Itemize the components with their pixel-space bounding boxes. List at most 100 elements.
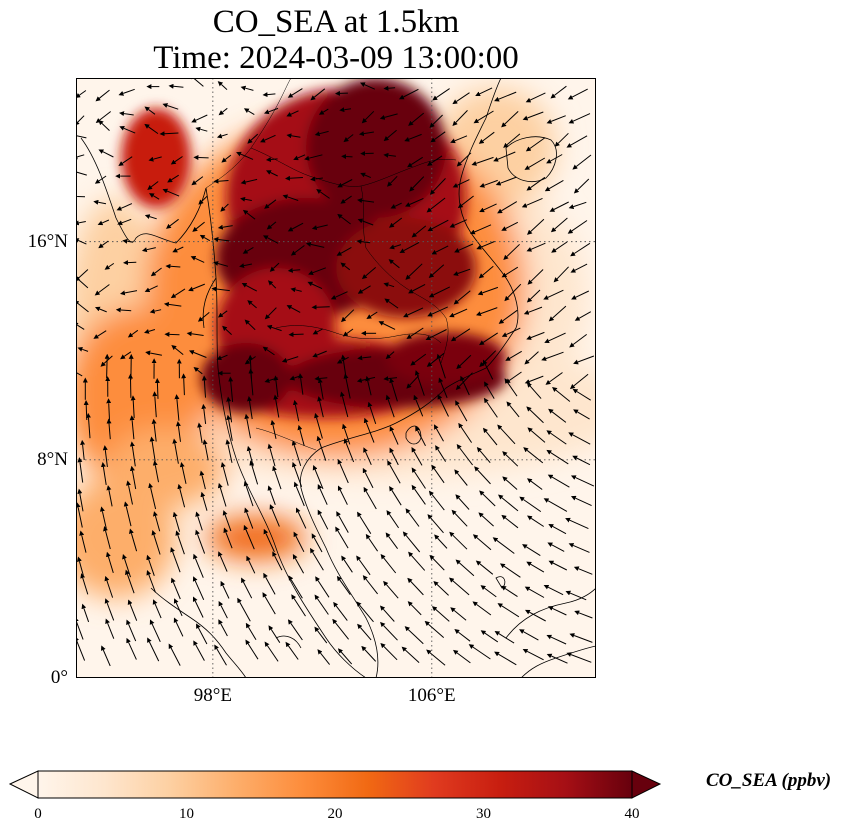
wind-arrow bbox=[80, 573, 89, 595]
wind-arrow bbox=[387, 460, 401, 484]
wind-arrow bbox=[456, 354, 472, 370]
wind-arrow bbox=[527, 427, 546, 443]
wind-arrow bbox=[293, 531, 305, 553]
wind-arrow bbox=[552, 386, 571, 402]
wind-arrow bbox=[104, 353, 110, 379]
wind-arrow bbox=[125, 569, 135, 594]
wind-arrow bbox=[389, 485, 402, 506]
wind-arrow bbox=[543, 289, 564, 300]
wind-arrow bbox=[519, 496, 542, 513]
wind-arrow bbox=[356, 555, 371, 576]
wind-arrow bbox=[415, 426, 426, 447]
wind-arrow bbox=[335, 526, 349, 549]
wind-arrow bbox=[519, 629, 539, 641]
wind-arrow bbox=[247, 133, 259, 144]
wind-arrow bbox=[290, 287, 302, 293]
wind-arrow bbox=[211, 286, 230, 292]
wind-arrow bbox=[166, 218, 179, 229]
wind-arrow bbox=[106, 398, 112, 421]
wind-arrow bbox=[498, 309, 518, 324]
wind-arrow bbox=[453, 268, 471, 276]
wind-arrow bbox=[357, 218, 374, 226]
wind-arrow bbox=[80, 439, 86, 461]
wind-arrow bbox=[471, 156, 494, 166]
wind-arrow bbox=[76, 636, 86, 661]
wind-arrow bbox=[218, 107, 228, 116]
wind-arrow bbox=[569, 373, 589, 390]
wind-arrow bbox=[264, 107, 279, 115]
wind-arrow bbox=[449, 531, 468, 550]
wind-arrow bbox=[526, 242, 546, 252]
wind-arrow bbox=[291, 594, 306, 617]
wind-arrow bbox=[549, 201, 569, 212]
wind-arrow bbox=[526, 478, 543, 490]
wind-arrow bbox=[163, 301, 182, 307]
wind-arrow bbox=[479, 490, 496, 507]
wind-arrow bbox=[367, 401, 377, 425]
wind-arrow bbox=[86, 412, 91, 439]
wind-arrow bbox=[389, 217, 403, 228]
wind-arrow bbox=[266, 221, 277, 230]
wind-arrow bbox=[247, 300, 257, 309]
wind-arrow bbox=[357, 285, 371, 294]
wind-arrow bbox=[149, 436, 156, 462]
wind-arrow bbox=[546, 634, 567, 645]
wind-arrow bbox=[272, 551, 283, 571]
wind-arrow bbox=[285, 641, 299, 660]
wind-arrow bbox=[521, 197, 543, 208]
wind-arrow bbox=[336, 511, 349, 533]
wind-arrow bbox=[168, 643, 181, 666]
wind-arrow bbox=[433, 424, 444, 442]
wind-arrow bbox=[192, 576, 205, 601]
wind-arrow bbox=[216, 133, 228, 139]
wind-arrow bbox=[76, 269, 89, 282]
wind-arrow bbox=[145, 350, 162, 356]
latitude-tick-label: 8°N bbox=[37, 448, 68, 470]
wind-arrow bbox=[186, 331, 204, 337]
wind-arrow bbox=[385, 351, 395, 360]
wind-arrow bbox=[127, 599, 138, 621]
wind-arrow bbox=[340, 262, 351, 271]
wind-arrow bbox=[567, 220, 588, 234]
wind-arrow bbox=[361, 110, 375, 124]
wind-arrow bbox=[225, 439, 233, 463]
wind-arrow bbox=[270, 419, 277, 439]
wind-arrow bbox=[310, 88, 326, 101]
wind-arrow bbox=[332, 618, 349, 640]
wind-arrow bbox=[173, 598, 183, 617]
wind-arrow bbox=[218, 619, 228, 637]
wind-arrow bbox=[162, 188, 180, 197]
wind-arrow bbox=[568, 432, 591, 445]
wind-arrow bbox=[243, 480, 254, 507]
wind-arrow bbox=[343, 373, 351, 399]
wind-arrow bbox=[570, 263, 588, 273]
wind-arrow bbox=[526, 176, 546, 191]
wind-arrow bbox=[120, 351, 132, 360]
wind-arrow bbox=[342, 328, 354, 337]
wind-arrow bbox=[243, 524, 255, 550]
wind-arrow bbox=[566, 652, 592, 663]
wind-arrow bbox=[411, 467, 426, 489]
wind-arrow bbox=[127, 329, 139, 338]
colorbar bbox=[8, 770, 662, 799]
wind-arrow bbox=[482, 359, 494, 380]
wind-arrow bbox=[408, 551, 426, 571]
wind-arrow bbox=[170, 288, 186, 299]
wind-arrow bbox=[316, 435, 327, 461]
wind-arrow bbox=[286, 305, 301, 313]
wind-arrow bbox=[408, 112, 425, 126]
wind-arrow bbox=[310, 547, 324, 571]
wind-arrow bbox=[77, 457, 84, 483]
wind-arrow bbox=[383, 580, 399, 599]
wind-arrow bbox=[152, 599, 162, 619]
wind-arrow bbox=[407, 156, 423, 168]
wind-arrow bbox=[236, 151, 254, 160]
wind-arrow bbox=[311, 533, 323, 553]
wind-arrow bbox=[266, 324, 282, 332]
wind-arrow bbox=[455, 372, 473, 391]
wind-arrow bbox=[172, 438, 179, 464]
wind-arrow bbox=[431, 245, 449, 255]
wind-arrow bbox=[550, 85, 567, 99]
wind-arrow bbox=[192, 596, 204, 618]
wind-arrow bbox=[365, 533, 379, 552]
